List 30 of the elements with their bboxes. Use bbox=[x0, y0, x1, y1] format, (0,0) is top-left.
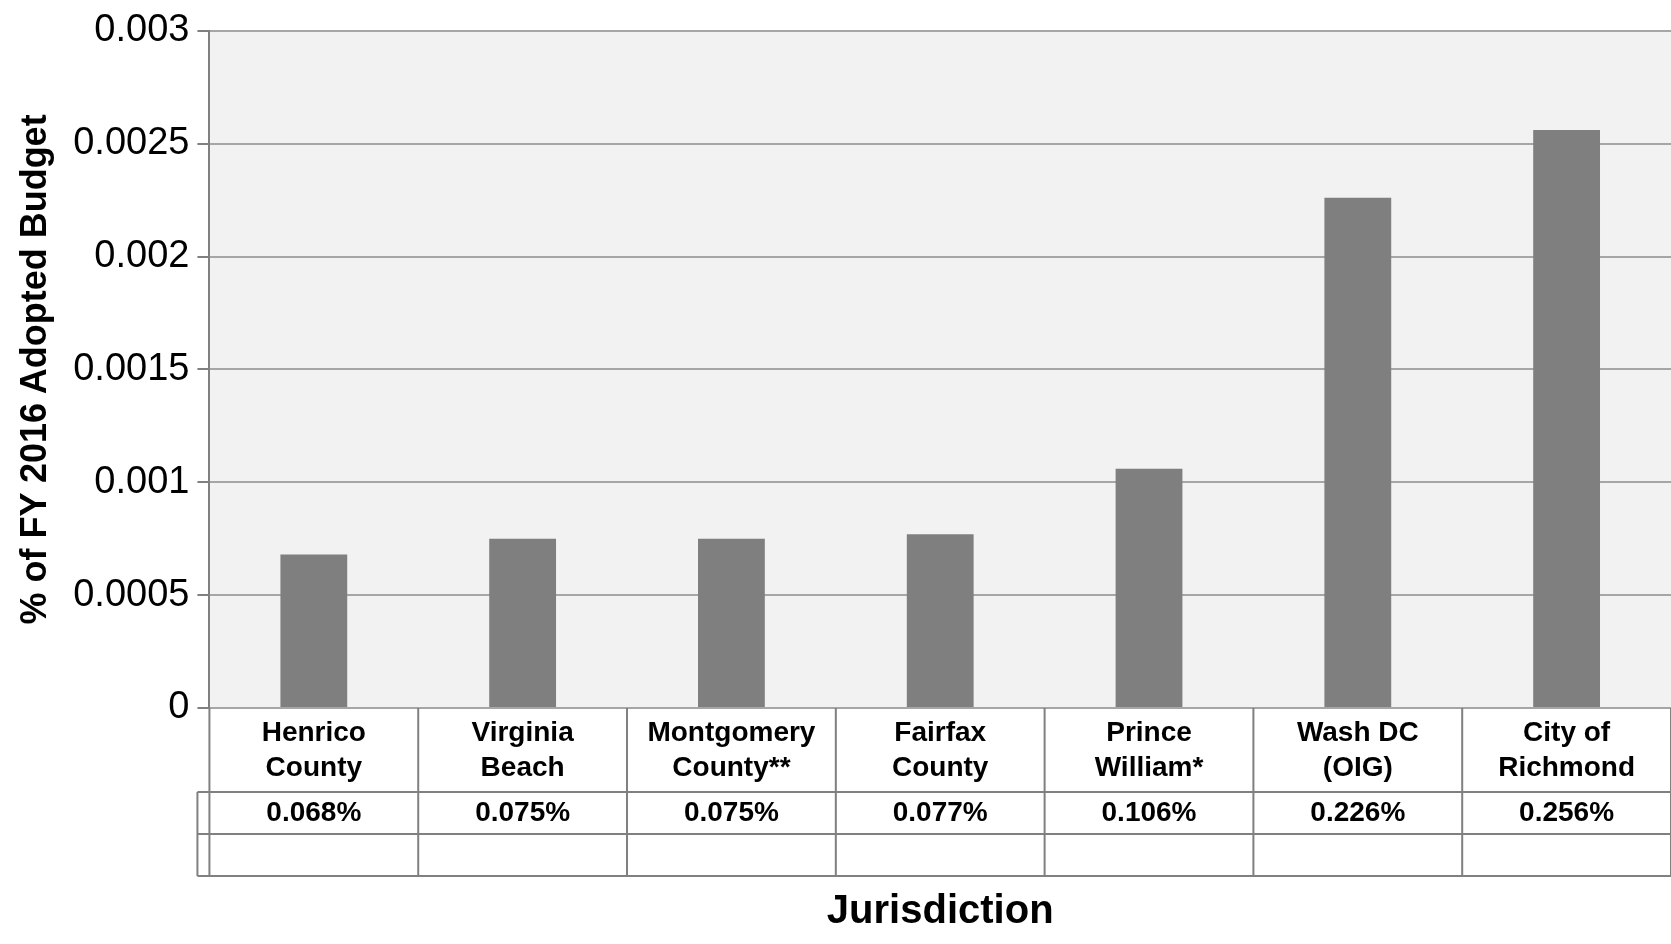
data-label: 0.106% bbox=[1101, 795, 1197, 827]
x-tick-label: Henrico County bbox=[261, 716, 366, 783]
y-tick-label: 0.0015 bbox=[73, 345, 190, 388]
bar bbox=[1324, 197, 1392, 707]
x-tick-label: Virginia Beach bbox=[471, 716, 575, 783]
bar bbox=[489, 538, 557, 707]
y-tick-label: 0 bbox=[168, 684, 190, 727]
data-label: 0.226% bbox=[1310, 795, 1406, 827]
y-tick-label: 0.0005 bbox=[73, 571, 190, 614]
x-tick-label: Fairfax County bbox=[891, 716, 989, 783]
bar bbox=[1115, 468, 1183, 707]
x-axis-title: Jurisdiction bbox=[826, 887, 1054, 932]
y-axis-title: % of FY 2016 Adopted Budget bbox=[12, 114, 54, 625]
y-tick-label: 0.003 bbox=[94, 7, 190, 50]
bar bbox=[280, 554, 348, 707]
x-tick-label: Prince William* bbox=[1094, 716, 1204, 783]
x-tick-label: City of Richmond bbox=[1498, 716, 1636, 783]
bar bbox=[698, 538, 765, 707]
data-label: 0.068% bbox=[266, 795, 362, 827]
y-tick-label: 0.001 bbox=[94, 458, 190, 501]
data-label: 0.256% bbox=[1519, 795, 1615, 827]
y-tick-label: 0.002 bbox=[94, 233, 190, 276]
data-label: 0.075% bbox=[475, 795, 571, 827]
x-tick-label: Wash DC (OIG) bbox=[1296, 716, 1419, 783]
bar bbox=[1533, 130, 1601, 707]
y-tick-label: 0.0025 bbox=[73, 120, 190, 163]
bar bbox=[906, 534, 974, 707]
x-tick-label: Montgomery County** bbox=[647, 716, 816, 783]
data-label: 0.075% bbox=[683, 795, 779, 827]
data-label: 0.077% bbox=[892, 795, 988, 827]
